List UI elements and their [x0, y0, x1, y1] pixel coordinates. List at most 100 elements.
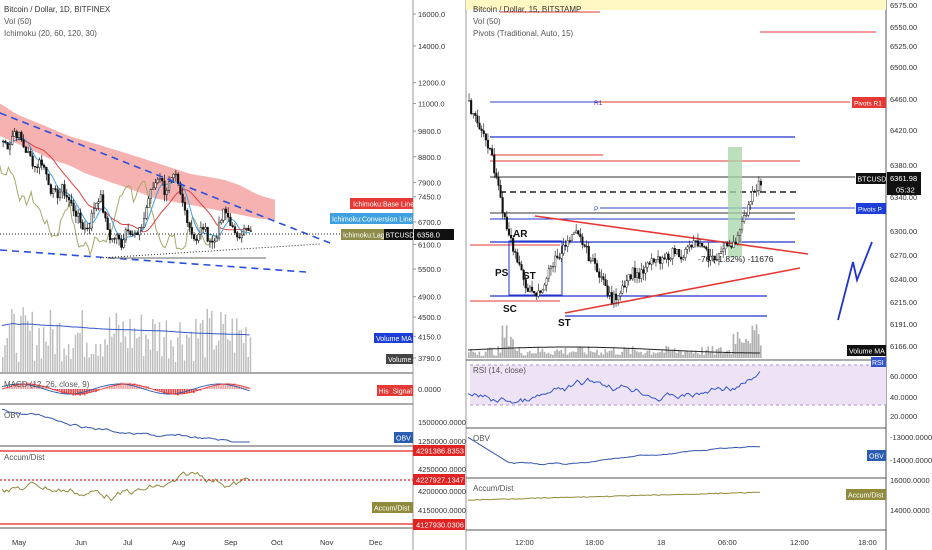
candle-body: [97, 201, 100, 204]
volume-bar: [15, 352, 18, 372]
candle-body: [20, 131, 23, 141]
volume-bar: [558, 350, 560, 358]
candle-body: [682, 257, 685, 260]
candle-body: [81, 222, 84, 230]
price-tick-label: 9800.0: [418, 127, 441, 136]
rsi-line: [467, 371, 761, 404]
volume-bar: [503, 337, 506, 358]
candle-body: [24, 146, 27, 153]
tag-btcusd: BTCUSD: [384, 229, 414, 240]
right-chart-title: Bitcoin / Dollar, 15, BITSTAMP: [473, 5, 581, 14]
macd-hist-bar: [131, 383, 134, 389]
volume-bar: [90, 354, 93, 372]
candle-body: [596, 263, 599, 273]
volume-bar: [526, 352, 529, 358]
volume-bar: [31, 311, 34, 372]
candle-body: [629, 274, 632, 280]
volume-bar: [227, 339, 229, 372]
macd-hist-bar: [156, 389, 159, 391]
candle-body: [177, 173, 180, 184]
macd-hist-bar: [197, 389, 200, 390]
volume-bar: [724, 352, 726, 358]
volume-bar: [715, 349, 718, 358]
volume-bar: [684, 351, 686, 358]
accum-tick-1: 4250000.0000: [418, 465, 466, 474]
price-tick-label: 7900.0: [418, 179, 441, 188]
candle-body: [245, 227, 248, 230]
right-indicator-vol: Vol (50): [473, 17, 501, 26]
macd-signal-line: [1, 383, 250, 395]
candle-body: [145, 207, 148, 219]
candle-body: [188, 222, 191, 228]
svg-text:6361.98: 6361.98: [890, 174, 917, 183]
candle-body: [619, 292, 622, 297]
volume-bar: [72, 347, 74, 372]
candle-body: [684, 249, 687, 258]
volume-bar: [564, 347, 567, 358]
volume-bar: [491, 347, 493, 358]
candle-body: [242, 227, 246, 236]
volume-bar: [594, 352, 596, 358]
candle-body: [79, 212, 82, 223]
macd-hist-bar: [42, 385, 45, 389]
volume-bar: [680, 351, 682, 358]
candle-body: [507, 228, 511, 236]
volume-bar: [675, 352, 678, 358]
volume-bar: [480, 355, 483, 358]
volume-bar: [591, 352, 594, 358]
svg-text:05:32: 05:32: [896, 186, 915, 195]
macd-hist-bar: [70, 389, 72, 395]
candle-body: [692, 240, 695, 248]
volume-bar: [673, 348, 676, 358]
candle-body: [2, 140, 5, 143]
volume-bar: [217, 340, 220, 372]
candle-body: [45, 167, 48, 175]
volume-bar: [86, 342, 88, 372]
macd-hist-bar: [67, 389, 70, 394]
time-tick-label: Aug: [172, 538, 185, 547]
candle-body: [690, 244, 693, 248]
projection-path: [837, 241, 873, 321]
candle-body: [724, 242, 727, 250]
macd-hist-bar: [163, 389, 166, 394]
candle-body: [621, 285, 624, 294]
volume-bar: [604, 349, 607, 358]
volume-bar: [106, 344, 109, 372]
candle-body: [759, 180, 762, 186]
candle-body: [497, 177, 500, 186]
left-chart: 16000.0 14000.0 12000.0 11000.0 9800.0 8800.0…: [0, 0, 466, 550]
candle-body: [541, 289, 544, 293]
volume-bar: [236, 318, 238, 372]
candle-body: [522, 269, 525, 280]
candle-body: [743, 215, 746, 222]
svg-text:RSI: RSI: [872, 360, 884, 367]
candle-body: [669, 258, 672, 260]
tag-volume-ma: Volume MA: [374, 333, 413, 343]
volume-bar: [690, 350, 693, 358]
volume-bar: [659, 352, 661, 358]
candle-body: [36, 166, 39, 168]
candle-body: [602, 276, 605, 280]
volume-bar: [642, 354, 644, 358]
volume-bar: [726, 350, 728, 358]
candle-body: [512, 237, 515, 252]
tag-obv: OBV: [394, 432, 413, 443]
time-tick-label: 18: [657, 538, 665, 547]
volume-bar: [88, 357, 90, 372]
volume-bar: [738, 338, 741, 358]
macd-hist-bar: [227, 383, 229, 389]
candle-body: [56, 189, 59, 199]
candle-body: [231, 225, 234, 228]
candle-body: [612, 293, 615, 304]
svg-text:6358.0: 6358.0: [417, 231, 440, 240]
volume-bar: [204, 357, 206, 372]
candle-body: [476, 115, 479, 124]
candle-body: [67, 196, 71, 201]
macd-hist-bar: [167, 389, 170, 394]
macd-hist-bar: [72, 389, 75, 396]
price-tick-label: 7450.0: [418, 193, 441, 202]
candle-body: [33, 165, 37, 168]
pivot-r1-label: R1: [594, 100, 603, 107]
macd-hist-bar: [140, 385, 143, 389]
